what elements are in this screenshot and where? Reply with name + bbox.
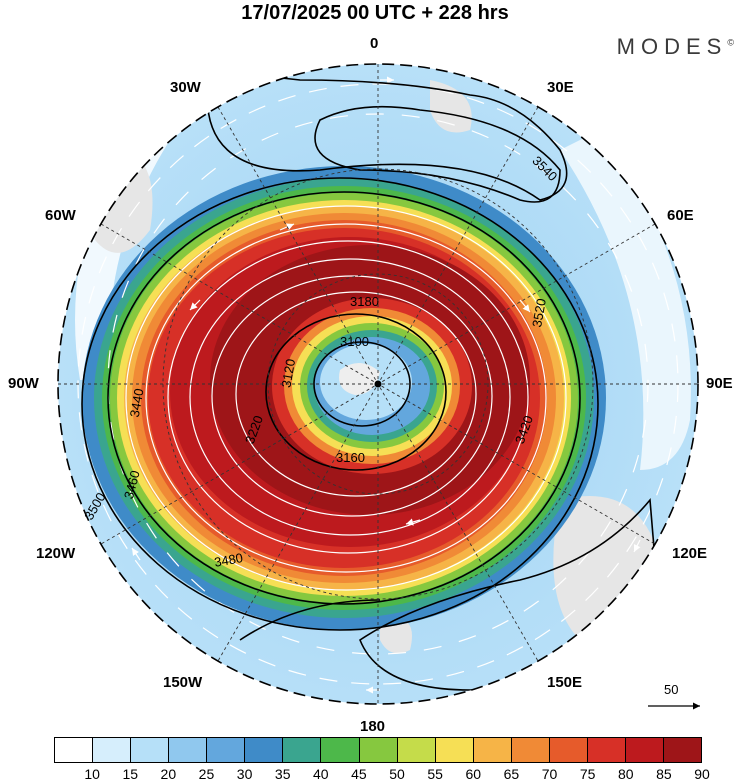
colorbar-box bbox=[131, 738, 170, 762]
brand-name: MODES bbox=[616, 34, 728, 59]
colorbar-box bbox=[169, 738, 208, 762]
colorbar-tick-label: 25 bbox=[198, 766, 215, 782]
colorbar-box bbox=[359, 738, 398, 762]
south-pole-marker bbox=[374, 380, 382, 388]
lon-label-150w: 150W bbox=[163, 674, 203, 691]
colorbar-tick-label: 20 bbox=[160, 766, 177, 782]
lon-label-180: 180 bbox=[360, 718, 386, 735]
colorbar-tick-label: 60 bbox=[465, 766, 482, 782]
colorbar-box bbox=[93, 738, 132, 762]
colorbar-tick-label: 80 bbox=[617, 766, 634, 782]
lon-label-30w: 30W bbox=[170, 79, 201, 96]
colorbar-tick-label: 50 bbox=[389, 766, 405, 782]
colorbar-tick-label: 90 bbox=[694, 766, 710, 782]
contour-label-3160: 3160 bbox=[336, 450, 365, 465]
contour-label-3180: 3180 bbox=[350, 294, 379, 309]
brand-mark: © bbox=[727, 37, 734, 48]
chart-title: 17/07/2025 00 UTC + 228 hrs bbox=[241, 2, 509, 24]
map-boundary bbox=[57, 63, 699, 705]
colorbar-box bbox=[245, 738, 284, 762]
lon-label-90e: 90E bbox=[706, 375, 733, 392]
colorbar bbox=[54, 737, 702, 763]
contour-label-3520: 3520 bbox=[529, 297, 549, 328]
lon-label-120e: 120E bbox=[672, 545, 708, 562]
colorbar-tick-label: 55 bbox=[427, 766, 443, 782]
colorbar-tick-label: 30 bbox=[236, 766, 253, 782]
colorbar-box bbox=[587, 738, 626, 762]
contour-label-3440: 3440 bbox=[127, 387, 147, 418]
lon-label-120w: 120W bbox=[36, 545, 76, 562]
colorbar-tick-label: 15 bbox=[122, 766, 139, 782]
contour-label-3460: 3460 bbox=[121, 469, 143, 501]
lon-label-60w: 60W bbox=[45, 207, 76, 224]
colorbar-box bbox=[664, 738, 702, 762]
colorbar-box bbox=[207, 738, 246, 762]
colorbar-box bbox=[511, 738, 550, 762]
colorbar-box bbox=[321, 738, 360, 762]
colorbar-tick-label: 70 bbox=[541, 766, 558, 782]
colorbar-box bbox=[283, 738, 322, 762]
contour-label-3120: 3120 bbox=[278, 358, 298, 389]
colorbar-tick-label: 65 bbox=[503, 766, 520, 782]
colorbar-tick-label: 45 bbox=[351, 766, 367, 782]
lon-label-0: 0 bbox=[370, 35, 379, 52]
colorbar-box bbox=[55, 738, 94, 762]
colorbar-box bbox=[625, 738, 664, 762]
colorbar-tick-label: 10 bbox=[84, 766, 100, 782]
colorbar-box bbox=[435, 738, 474, 762]
colorbar-box bbox=[549, 738, 588, 762]
lon-label-60e: 60E bbox=[667, 207, 694, 224]
contour-label-3480: 3480 bbox=[213, 550, 244, 570]
reference-vector-label: 50 bbox=[664, 682, 679, 697]
brand-logo: MODES© bbox=[617, 34, 734, 60]
lon-label-30e: 30E bbox=[547, 79, 574, 96]
colorbar-box bbox=[397, 738, 436, 762]
colorbar-box bbox=[473, 738, 512, 762]
colorbar-tick-label: 75 bbox=[579, 766, 596, 782]
colorbar-tick-label: 40 bbox=[313, 766, 329, 782]
contour-label-3100: 3100 bbox=[340, 334, 369, 349]
lon-label-150e: 150E bbox=[547, 674, 583, 691]
lon-label-90w: 90W bbox=[8, 375, 39, 392]
colorbar-tick-label: 85 bbox=[656, 766, 672, 782]
colorbar-tick-label: 35 bbox=[274, 766, 291, 782]
